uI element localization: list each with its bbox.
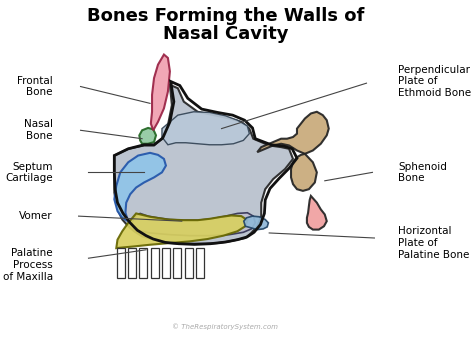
Polygon shape (257, 112, 329, 154)
Text: Horizontal
Plate of
Palatine Bone: Horizontal Plate of Palatine Bone (398, 226, 470, 260)
Text: Septum
Cartilage: Septum Cartilage (5, 162, 53, 183)
Polygon shape (173, 248, 182, 279)
Text: Sphenoid
Bone: Sphenoid Bone (398, 162, 447, 183)
Text: Nasal
Bone: Nasal Bone (24, 120, 53, 141)
Polygon shape (162, 248, 170, 279)
Polygon shape (116, 213, 247, 248)
Text: © TheRespiratorySystem.com: © TheRespiratorySystem.com (173, 323, 279, 330)
Text: Palatine
Process
of Maxilla: Palatine Process of Maxilla (3, 248, 53, 282)
Polygon shape (139, 128, 156, 144)
Text: Bones Forming the Walls of: Bones Forming the Walls of (87, 7, 364, 25)
Polygon shape (132, 213, 255, 236)
Polygon shape (184, 248, 193, 279)
Text: Vomer: Vomer (19, 211, 53, 221)
Polygon shape (307, 196, 327, 230)
Polygon shape (291, 154, 317, 191)
Polygon shape (244, 216, 268, 230)
Text: Nasal Cavity: Nasal Cavity (163, 25, 288, 43)
Polygon shape (151, 54, 170, 130)
Polygon shape (139, 248, 147, 279)
Text: Perpendicular
Plate of
Ethmoid Bone: Perpendicular Plate of Ethmoid Bone (398, 65, 471, 98)
Polygon shape (117, 248, 125, 279)
Polygon shape (162, 112, 249, 145)
Polygon shape (114, 85, 293, 244)
Polygon shape (128, 248, 136, 279)
Polygon shape (196, 248, 204, 279)
Text: Frontal
Bone: Frontal Bone (17, 76, 53, 97)
Polygon shape (114, 153, 166, 221)
Polygon shape (151, 248, 159, 279)
